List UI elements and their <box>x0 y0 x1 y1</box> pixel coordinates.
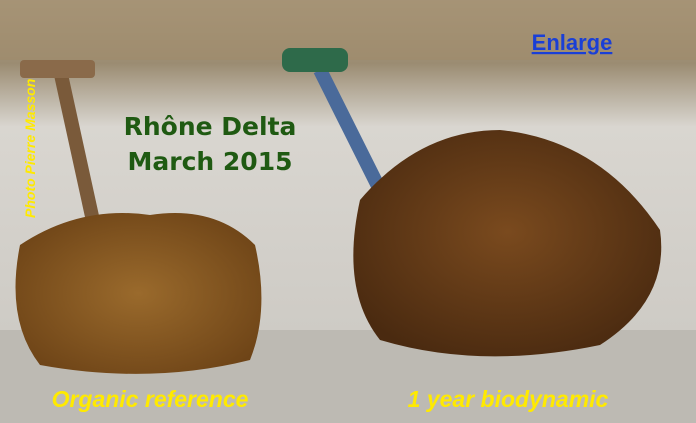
photo-credit: Photo Pierre Masson <box>22 79 38 218</box>
photo: Photo Pierre Masson Rhône Delta March 20… <box>0 0 696 423</box>
enlarge-link[interactable]: Enlarge <box>532 30 613 55</box>
caption-line: Rhône Delta <box>124 112 297 141</box>
caption-line: March 2015 <box>128 147 293 176</box>
handle-grip <box>20 60 95 78</box>
shovel-grip <box>282 48 348 72</box>
image-label: 1 year biodynamic <box>408 386 609 412</box>
soil-organic <box>16 213 262 374</box>
image-label: Organic reference <box>52 386 249 412</box>
